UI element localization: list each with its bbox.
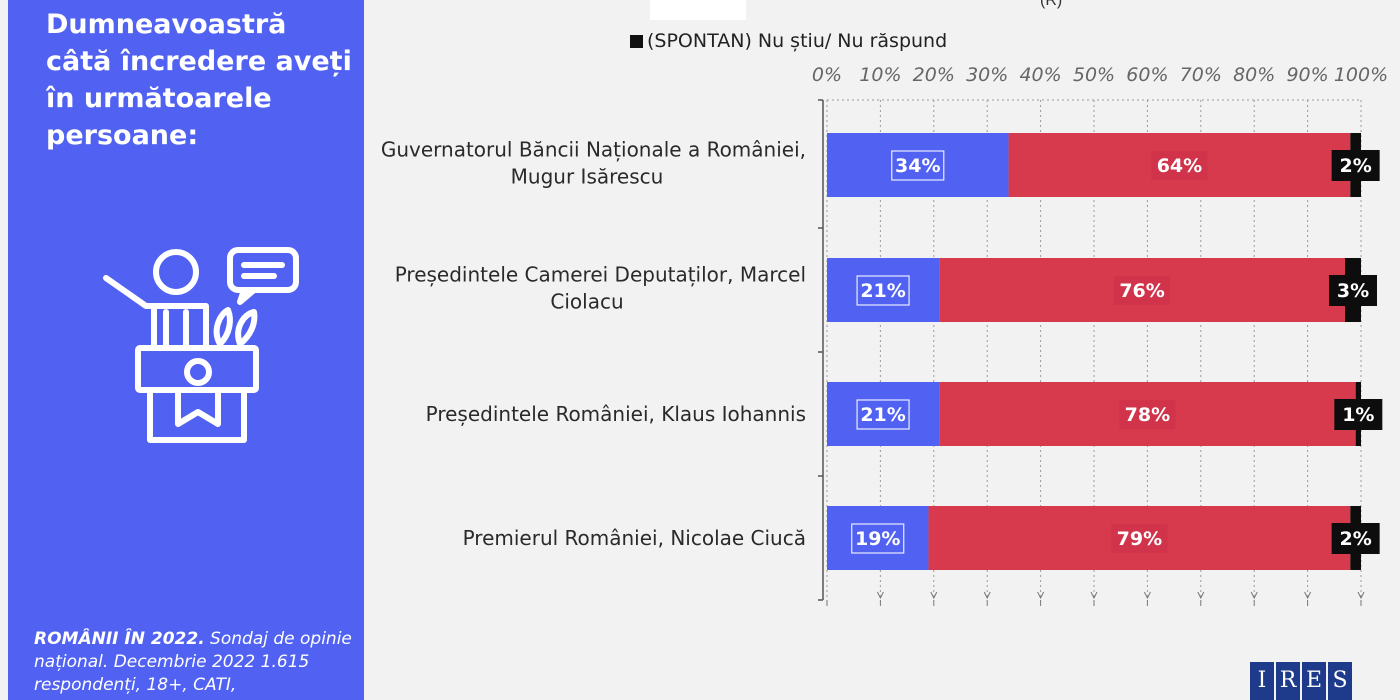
x-tick-label: 100% [1334, 64, 1388, 86]
x-tick-label: 90% [1286, 64, 1328, 86]
logo-letter: S [1328, 662, 1352, 700]
data-label: 21% [860, 404, 905, 426]
x-tick-label: 30% [966, 64, 1008, 86]
x-tick-label: 20% [913, 64, 955, 86]
bar-segment [827, 133, 1009, 197]
data-label-box [851, 523, 905, 554]
x-tick-label: 0% [812, 64, 842, 86]
top-blank-strip [650, 0, 746, 20]
gridline-arrow [1304, 591, 1312, 600]
survey-source-text: Sondaj de opinie național. Decembrie 202… [34, 629, 352, 695]
top-cut-text: (R) [1040, 0, 1063, 9]
data-label: 2% [1340, 528, 1372, 550]
category-label: Guvernatorul Băncii Naționale a României… [381, 138, 806, 162]
data-label-box [1151, 151, 1208, 180]
sidebar-question: Dumneavoastră câtă încredere aveți în ur… [46, 9, 352, 151]
data-label: 78% [1125, 404, 1170, 426]
gridline-arrow [1250, 591, 1258, 600]
data-label-box [1331, 150, 1380, 181]
logo-letter: E [1302, 662, 1326, 700]
data-label: 64% [1157, 155, 1202, 177]
bar-segment [827, 506, 929, 570]
category-label: Președintele României, Klaus Iohannis [426, 402, 806, 426]
x-tick-label: 70% [1180, 64, 1222, 86]
legend-item-spontan: (SPONTAN) Nu știu/ Nu răspund [630, 30, 947, 52]
survey-source-bold: ROMÂNII ÎN 2022. [34, 629, 205, 649]
survey-source-note: ROMÂNII ÎN 2022. Sondaj de opinie națion… [34, 628, 364, 697]
logo-letter: I [1250, 662, 1274, 700]
legend-swatch [630, 34, 643, 48]
data-label-box [1331, 523, 1380, 554]
gridline-arrow [1357, 591, 1365, 600]
data-label: 3% [1337, 280, 1369, 302]
x-tick-label: 60% [1126, 64, 1168, 86]
data-label-box [1114, 276, 1171, 305]
category-label: Ciolacu [550, 290, 623, 314]
data-label: 2% [1340, 155, 1372, 177]
data-label: 79% [1117, 528, 1162, 550]
x-tick-label: 40% [1019, 64, 1061, 86]
gridline-arrow [1143, 591, 1151, 600]
category-label: Mugur Isărescu [511, 165, 664, 189]
data-label: 76% [1119, 280, 1164, 302]
x-tick-label: 10% [859, 64, 901, 86]
legend-label: (SPONTAN) Nu știu/ Nu răspund [647, 30, 948, 52]
gridline-arrow [930, 591, 938, 600]
data-label-box [1334, 399, 1383, 430]
data-label-box [1328, 275, 1377, 306]
gridline-arrow [1197, 591, 1205, 600]
data-label: 19% [855, 528, 900, 550]
category-label: Premierul României, Nicolae Ciucă [463, 526, 806, 550]
data-label-box [856, 399, 910, 430]
data-label: 34% [895, 155, 940, 177]
x-tick-label: 80% [1233, 64, 1275, 86]
gridline-arrow [876, 591, 884, 600]
bar-segment [827, 258, 940, 322]
category-label: Președintele Camerei Deputaților, Marcel [395, 263, 806, 287]
gridline-arrow [1090, 591, 1098, 600]
sidebar-panel: Dumneavoastră câtă încredere aveți în ur… [8, 0, 364, 700]
data-label-box [1119, 400, 1176, 429]
logo-letter: R [1276, 662, 1300, 700]
data-label-box [1111, 524, 1168, 553]
data-label: 21% [860, 280, 905, 302]
gridline-arrow [983, 591, 991, 600]
data-label-box [856, 275, 910, 306]
data-label: 1% [1342, 404, 1374, 426]
ires-logo: I R E S [1250, 662, 1352, 700]
gridline-arrow [1037, 591, 1045, 600]
data-label-box [891, 150, 945, 181]
speaker-at-podium-icon [103, 247, 299, 443]
bar-segment [827, 382, 940, 446]
x-tick-label: 50% [1073, 64, 1115, 86]
